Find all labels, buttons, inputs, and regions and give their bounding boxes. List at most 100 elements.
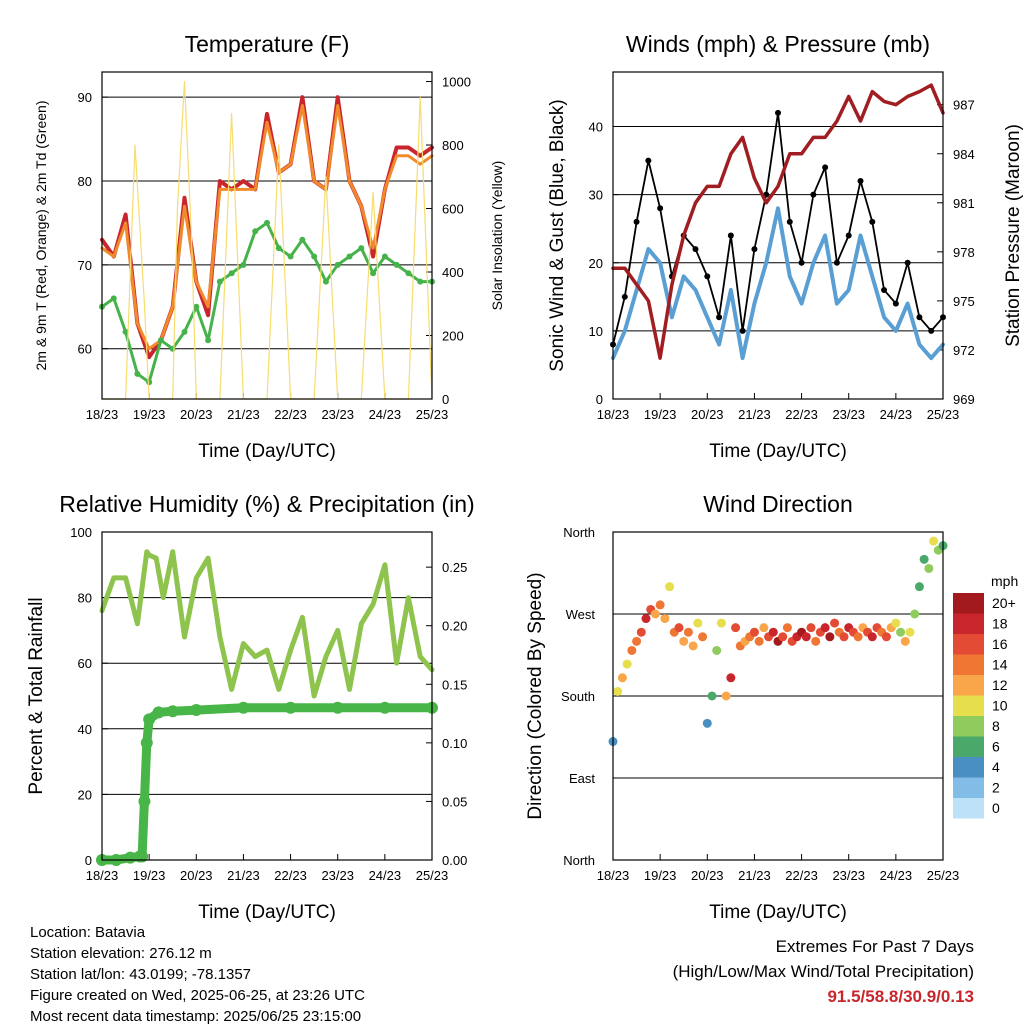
data-point-2m-td	[134, 370, 141, 377]
x-tick-label: 25/23	[416, 407, 449, 422]
data-point-rain	[140, 736, 153, 749]
direction-point	[617, 673, 627, 683]
y-tick-label: 20	[589, 256, 603, 271]
data-point-gust	[775, 109, 781, 116]
direction-point	[924, 563, 934, 573]
data-point-rain	[284, 701, 297, 714]
y2-tick-label: 0.00	[442, 853, 467, 868]
legend-swatch	[953, 675, 984, 696]
station-info: Location: Batavia Station elevation: 276…	[30, 922, 365, 1027]
legend-label: 0	[992, 800, 1000, 816]
data-point-2m-td	[381, 253, 388, 260]
direction-point	[716, 618, 726, 628]
y-tick-label: 60	[78, 342, 92, 357]
legend-label: 6	[992, 739, 1000, 755]
x-tick-label: 25/23	[927, 868, 960, 883]
y-tick-label: North	[563, 525, 595, 540]
data-point-2m-td	[311, 253, 318, 260]
direction-point	[622, 659, 632, 669]
direction-point	[636, 627, 646, 637]
x-tick-label: 25/23	[927, 407, 960, 422]
direction-point	[721, 691, 731, 701]
data-point-gust	[786, 218, 793, 225]
extremes-subtitle: (High/Low/Max Wind/Total Precipitation)	[672, 962, 974, 981]
location-text: Location: Batavia	[30, 924, 146, 941]
y-tick-label: East	[569, 771, 595, 786]
y-tick-label: 40	[78, 722, 92, 737]
x-tick-label: 19/23	[644, 868, 677, 883]
y2-tick-label: 400	[442, 265, 464, 280]
data-point-rain	[190, 704, 203, 717]
data-point-2m-td	[358, 245, 365, 252]
y2-tick-label: 0.20	[442, 619, 467, 634]
panel-title: Wind Direction	[703, 491, 853, 517]
winds-pressure-panel: Winds (mph) & Pressure (mb) Time (Day/UTC…	[547, 31, 1024, 462]
x-tick-label: 24/23	[369, 407, 402, 422]
direction-point	[782, 623, 792, 633]
wind-direction-panel: Wind Direction Time (Day/UTC) Direction (C…	[525, 491, 959, 923]
x-tick-label: 23/23	[321, 407, 354, 422]
x-tick-label: 23/23	[321, 868, 354, 883]
y2-tick-label: 984	[953, 147, 975, 162]
direction-point	[641, 614, 651, 624]
y-tick-label: 20	[78, 787, 92, 802]
series-line-rh	[99, 549, 435, 699]
legend-label: 8	[992, 718, 1000, 734]
x-tick-label: 22/23	[785, 868, 818, 883]
data-point-2m-td	[275, 245, 282, 252]
direction-point	[801, 632, 811, 642]
x-tick-label: 22/23	[785, 407, 818, 422]
x-axis-label: Time (Day/UTC)	[198, 441, 336, 462]
legend-label: 10	[992, 698, 1008, 714]
y2-axis-label: Station Pressure (Maroon)	[1003, 124, 1024, 347]
y2-tick-label: 0.05	[442, 794, 467, 809]
recent-timestamp-text: Most recent data timestamp: 2025/06/25 2…	[30, 1008, 362, 1025]
legend-label: 12	[992, 677, 1008, 693]
data-point-2m-td	[146, 379, 153, 386]
direction-point	[698, 632, 708, 642]
panel-title: Relative Humidity (%) & Precipitation (i…	[59, 491, 474, 517]
direction-point	[702, 718, 712, 728]
x-axis-label: Time (Day/UTC)	[198, 902, 336, 923]
direction-point	[650, 609, 660, 619]
legend-label: 16	[992, 636, 1008, 652]
direction-point	[825, 632, 835, 642]
data-point-2m-td	[181, 328, 188, 335]
y-tick-label: 90	[78, 90, 92, 105]
data-point-2m-td	[299, 236, 306, 243]
y-axis-label: Sonic Wind & Gust (Blue, Black)	[547, 99, 568, 371]
humidity-precip-panel: Relative Humidity (%) & Precipitation (i…	[26, 491, 475, 923]
legend-swatch	[953, 593, 984, 614]
y-tick-label: South	[561, 689, 595, 704]
direction-point	[929, 536, 939, 546]
y-tick-label: 70	[78, 258, 92, 273]
data-point-2m-td	[405, 270, 412, 277]
direction-point	[867, 632, 877, 642]
x-axis-label: Time (Day/UTC)	[709, 902, 847, 923]
y-tick-label: 80	[78, 174, 92, 189]
data-point-rain	[152, 706, 165, 719]
x-tick-label: 19/23	[133, 407, 166, 422]
direction-point	[679, 636, 689, 646]
latlon-text: Station lat/lon: 43.0199; -78.1357	[30, 966, 252, 983]
y-tick-label: 30	[589, 188, 603, 203]
y2-tick-label: 969	[953, 392, 975, 407]
y-axis-label: Direction (Colored By Speed)	[525, 572, 546, 819]
legend-swatch	[953, 654, 984, 675]
y-tick-label: 80	[78, 591, 92, 606]
direction-point	[853, 632, 863, 642]
plot-frame	[101, 531, 433, 861]
data-point-2m-td	[169, 345, 176, 352]
y-tick-label: North	[563, 853, 595, 868]
direction-point	[806, 623, 816, 633]
legend-swatch	[953, 757, 984, 778]
direction-point	[759, 623, 769, 633]
y2-tick-label: 987	[953, 98, 975, 113]
direction-point	[896, 627, 906, 637]
data-point-gust	[904, 259, 911, 266]
y2-tick-label: 600	[442, 202, 464, 217]
x-tick-label: 23/23	[832, 407, 865, 422]
legend-label: 4	[992, 759, 1000, 775]
created-text: Figure created on Wed, 2025-06-25, at 23…	[30, 987, 365, 1004]
data-point-2m-td	[205, 337, 212, 344]
